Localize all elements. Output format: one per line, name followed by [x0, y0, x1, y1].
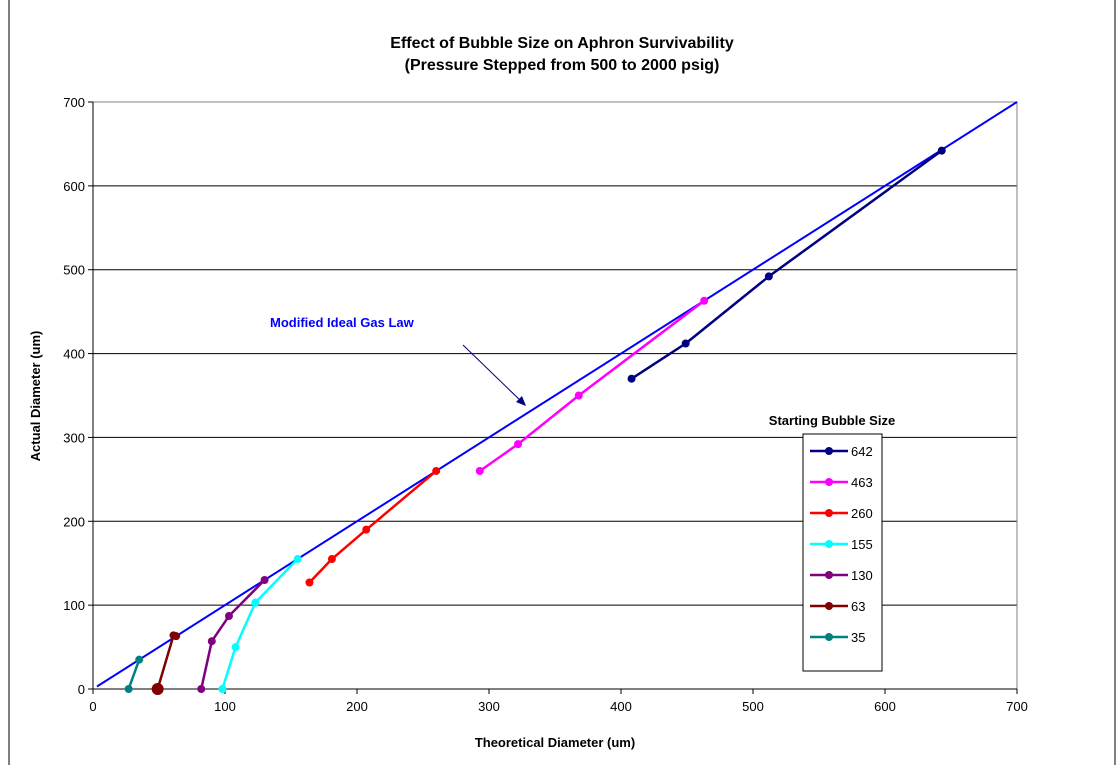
- series-35: [124, 655, 144, 693]
- legend-swatch-marker: [825, 602, 833, 610]
- data-point: [327, 555, 336, 564]
- reference-line: [96, 101, 1018, 688]
- series-642: [627, 146, 946, 383]
- x-tick-label: 300: [478, 699, 500, 714]
- data-point: [514, 440, 523, 449]
- legend-item: 463: [810, 475, 873, 490]
- series-group: [124, 146, 946, 695]
- data-point: [218, 685, 227, 693]
- reference-line-label: Modified Ideal Gas Law: [270, 315, 415, 330]
- data-point: [700, 296, 709, 305]
- series-line: [630, 149, 943, 380]
- data-point: [574, 391, 583, 400]
- x-tick-label: 700: [1006, 699, 1028, 714]
- y-tick-label: 400: [63, 347, 85, 362]
- axis-ticks: 0 100 200 300 400 500 600 700 0 100 200 300 400 500 60…: [63, 95, 1028, 714]
- data-point: [135, 655, 144, 664]
- legend-label: 463: [851, 475, 873, 490]
- data-point: [231, 643, 240, 652]
- legend: 642 463 260 155 130 63 35: [810, 444, 873, 645]
- legend-label: 155: [851, 537, 873, 552]
- legend-label: 642: [851, 444, 873, 459]
- y-axis-title: Actual Diameter (um): [28, 331, 43, 462]
- series-130: [197, 575, 269, 693]
- y-tick-label: 700: [63, 95, 85, 110]
- legend-title: Starting Bubble Size: [769, 413, 895, 428]
- y-tick-label: 300: [63, 430, 85, 445]
- x-tick-label: 600: [874, 699, 896, 714]
- annotation-arrow-shaft: [462, 344, 524, 404]
- y-tick-label: 100: [63, 598, 85, 613]
- series-line: [479, 299, 705, 472]
- data-point: [764, 272, 773, 281]
- legend-item: 642: [810, 444, 873, 459]
- data-point: [224, 612, 233, 621]
- chart-title-line2: (Pressure Stepped from 500 to 2000 psig): [405, 57, 720, 74]
- legend-label: 130: [851, 568, 873, 583]
- series-463: [475, 296, 709, 475]
- legend-item: 260: [810, 506, 873, 521]
- reference-line-group: [96, 101, 1018, 688]
- legend-box: [802, 433, 883, 672]
- data-point: [627, 374, 636, 383]
- legend-swatch-marker: [825, 540, 833, 548]
- x-tick-label: 200: [346, 699, 368, 714]
- series-line: [308, 470, 438, 584]
- legend-swatch-marker: [825, 447, 833, 455]
- y-tick-label: 600: [63, 179, 85, 194]
- data-point: [260, 575, 269, 584]
- series-line: [127, 659, 141, 690]
- data-point: [305, 578, 314, 587]
- data-point: [681, 339, 690, 348]
- x-tick-label: 400: [610, 699, 632, 714]
- legend-label: 35: [851, 630, 865, 645]
- y-tick-label: 0: [78, 682, 85, 697]
- data-point: [172, 632, 181, 641]
- series-260: [305, 466, 441, 587]
- data-point: [207, 637, 216, 646]
- legend-item: 63: [810, 599, 865, 614]
- x-tick-label: 0: [89, 699, 96, 714]
- legend-swatch-marker: [825, 571, 833, 579]
- legend-swatch-marker: [825, 633, 833, 641]
- y-tick-label: 200: [63, 514, 85, 529]
- series-line: [200, 579, 266, 690]
- legend-label: 63: [851, 599, 865, 614]
- x-tick-label: 500: [742, 699, 764, 714]
- data-point: [937, 146, 946, 155]
- series-155: [218, 555, 302, 693]
- chart-title-line1: Effect of Bubble Size on Aphron Survivab…: [390, 35, 734, 52]
- x-axis-title: Theoretical Diameter (um): [475, 735, 635, 750]
- legend-item: 155: [810, 537, 873, 552]
- data-point: [362, 525, 371, 534]
- data-point: [124, 685, 133, 693]
- legend-label: 260: [851, 506, 873, 521]
- data-point: [475, 466, 484, 475]
- annotation-arrow-head: [516, 396, 526, 406]
- legend-item: 35: [810, 630, 865, 645]
- y-tick-label: 500: [63, 263, 85, 278]
- data-point: [251, 598, 260, 607]
- series-63: [151, 631, 181, 695]
- data-point: [293, 555, 302, 564]
- series-line: [221, 558, 299, 690]
- data-point: [197, 685, 206, 693]
- legend-swatch-marker: [825, 478, 833, 486]
- x-tick-label: 100: [214, 699, 236, 714]
- data-point: [151, 683, 164, 695]
- legend-item: 130: [810, 568, 873, 583]
- legend-swatch-marker: [825, 509, 833, 517]
- data-point: [432, 466, 441, 475]
